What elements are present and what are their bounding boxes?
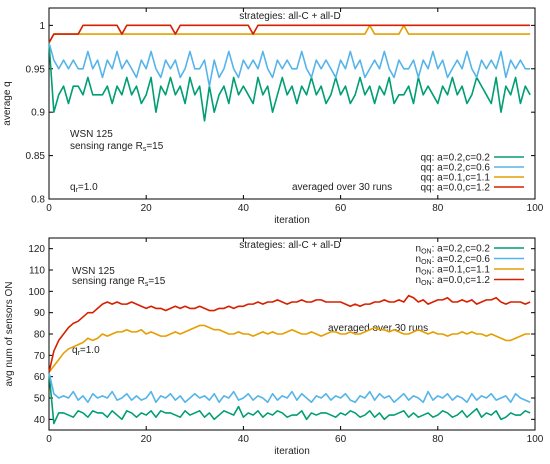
x-axis-label: iteration [274, 446, 310, 457]
x-tick-label: 80 [432, 203, 444, 214]
series-line-4 [48, 294, 531, 373]
legend-entry-4: qq: a=0.0,c=1.2 [420, 183, 490, 194]
series-line-1 [48, 42, 531, 122]
annotation-qr: qr=1.0 [72, 345, 100, 357]
series-line-4 [48, 24, 531, 44]
series-line-2 [48, 372, 531, 404]
y-tick-label: 90 [34, 308, 46, 319]
legend-entry-1: qq: a=0.2,c=0.2 [420, 153, 490, 164]
y-tick-label: 70 [34, 351, 46, 362]
y-axis-label: avg num of sensors ON [4, 281, 15, 386]
legend-entry-3: nON: a=0.1,c=1.1 [416, 265, 491, 277]
y-tick-label: 100 [28, 287, 45, 298]
y-axis-label: average q [2, 81, 13, 125]
legend-entry-2: nON: a=0.2,c=0.6 [416, 254, 491, 266]
x-tick-label: 20 [141, 203, 153, 214]
panel-sensors-on: 0 20 40 60 80 100 40 50 60 70 80 90 100 110 120 iterati… [4, 237, 544, 457]
series-line-2 [48, 42, 531, 87]
y-tick-label: 50 [34, 394, 46, 405]
annotation-qr: qr=1.0 [70, 182, 98, 194]
y-tick-label: 0.8 [31, 195, 45, 206]
x-tick-label: 40 [238, 434, 250, 445]
series-line-3 [48, 324, 531, 373]
annotation-sensing-range: sensing range Rs=15 [72, 276, 166, 288]
x-tick-label: 0 [46, 203, 52, 214]
x-tick-label: 0 [46, 434, 52, 445]
y-tick-label: 0.95 [26, 64, 46, 75]
plot-frame [48, 7, 536, 200]
legend-entry-4: nON: a=0.0,c=1.2 [416, 275, 491, 287]
legend-entry-3: qq: a=0.1,c=1.1 [420, 173, 490, 184]
x-tick-label: 100 [527, 434, 544, 445]
panel-average-q: 0 20 40 60 80 100 0.8 0.85 0.9 0.95 1 iteration aver… [2, 7, 544, 226]
x-tick-label: 60 [335, 203, 347, 214]
annotation-wsn: WSN 125 [72, 266, 115, 277]
chart-title: strategies: all-C + all-D [239, 240, 340, 251]
x-tick-label: 80 [432, 434, 444, 445]
annotation-sensing-range: sensing range Rs=15 [70, 141, 164, 153]
y-tick-label: 110 [29, 266, 45, 277]
x-tick-label: 60 [335, 434, 347, 445]
y-tick-label: 120 [28, 244, 45, 255]
y-tick-label: 0.85 [26, 151, 46, 162]
series-line-1 [48, 372, 531, 425]
annotation-averaged: averaged over 30 runs [292, 182, 392, 193]
chart-title: strategies: all-C + all-D [239, 11, 340, 22]
legend-entry-2: qq: a=0.2,c=0.6 [420, 163, 490, 174]
y-tick-label: 1 [39, 21, 45, 32]
x-tick-label: 40 [238, 203, 250, 214]
y-tick-label: 0.9 [31, 108, 45, 119]
annotation-wsn: WSN 125 [70, 129, 113, 140]
legend-entry-1: nON: a=0.2,c=0.2 [416, 244, 491, 256]
y-tick-label: 60 [34, 372, 46, 383]
y-tick-label: 80 [34, 330, 46, 341]
x-axis-label: iteration [274, 215, 310, 226]
series-line-3 [48, 24, 531, 44]
x-tick-label: 100 [527, 203, 544, 214]
y-tick-label: 40 [34, 415, 46, 426]
x-tick-label: 20 [141, 434, 153, 445]
